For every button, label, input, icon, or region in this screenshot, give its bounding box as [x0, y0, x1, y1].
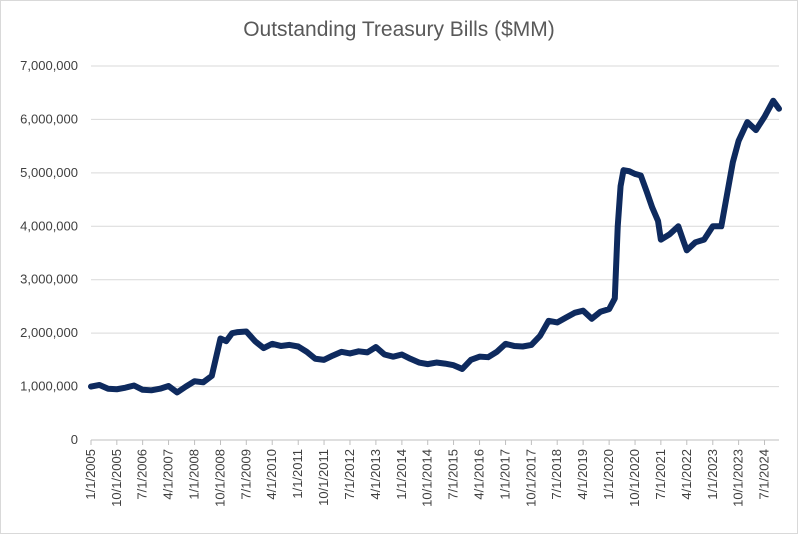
x-tick-label: 7/1/2018: [549, 449, 564, 500]
y-tick-label: 5,000,000: [20, 165, 78, 180]
y-tick-label: 3,000,000: [20, 272, 78, 287]
x-tick-label: 10/1/2020: [627, 449, 642, 507]
x-tick-label: 4/1/2007: [161, 449, 176, 500]
x-tick-label: 1/1/2014: [394, 449, 409, 500]
y-tick-label: 1,000,000: [20, 379, 78, 394]
x-tick-label: 10/1/2005: [109, 449, 124, 507]
x-tick-label: 1/1/2005: [83, 449, 98, 500]
x-tick-label: 1/1/2020: [601, 449, 616, 500]
x-axis-tick-labels: 1/1/2005 10/1/2005 7/1/2006 4/1/2007 1/1/200…: [83, 449, 772, 507]
x-tick-label: 1/1/2008: [187, 449, 202, 500]
chart-title: Outstanding Treasury Bills ($MM): [243, 18, 555, 41]
x-axis: [90, 439, 779, 445]
y-axis-tick-labels: 0 1,000,000 2,000,000 3,000,000 4,000,000 5,0…: [20, 58, 78, 447]
x-tick-label: 10/1/2017: [523, 449, 538, 507]
x-tick-label: 1/1/2023: [705, 449, 720, 500]
x-tick-label: 7/1/2021: [653, 449, 668, 500]
x-tick-label: 10/1/2011: [316, 449, 331, 506]
y-tick-label: 2,000,000: [20, 325, 78, 340]
x-tick-label: 7/1/2006: [135, 449, 150, 500]
x-tick-label: 7/1/2015: [446, 449, 461, 500]
x-tick-label: 7/1/2012: [342, 449, 357, 500]
x-tick-label: 4/1/2010: [264, 449, 279, 500]
y-tick-label: 6,000,000: [20, 111, 78, 126]
x-tick-label: 4/1/2013: [368, 449, 383, 500]
series-layer: [88, 97, 782, 396]
grid-lines: [91, 65, 779, 388]
x-tick-label: 4/1/2016: [472, 449, 487, 500]
x-tick-label: 1/1/2017: [498, 449, 513, 500]
x-tick-label: 7/1/2009: [238, 449, 253, 500]
y-tick-label: 4,000,000: [20, 218, 78, 233]
y-tick-label: 7,000,000: [20, 58, 78, 73]
x-tick-label: 10/1/2008: [212, 449, 227, 507]
x-tick-label: 1/1/2011: [290, 449, 305, 499]
x-tick-label: 10/1/2014: [420, 449, 435, 507]
x-tick-label: 7/1/2024: [757, 449, 772, 500]
series-line: [88, 97, 782, 396]
x-tick-label: 10/1/2023: [731, 449, 746, 507]
y-tick-label: 0: [71, 432, 78, 447]
x-tick-label: 4/1/2019: [575, 449, 590, 500]
x-tick-label: 4/1/2022: [679, 449, 694, 500]
